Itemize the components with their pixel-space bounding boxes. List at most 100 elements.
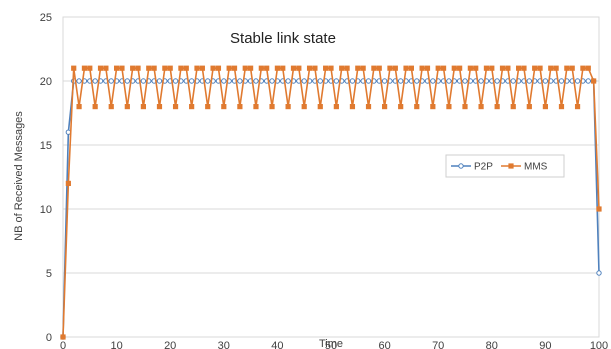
data-point (140, 104, 146, 110)
y-tick-label: 20 (40, 76, 52, 88)
data-point (194, 65, 200, 71)
data-point (76, 78, 82, 84)
data-point (301, 78, 307, 84)
x-tick-label: 0 (60, 340, 66, 349)
data-point (553, 65, 559, 71)
data-point (92, 78, 98, 84)
data-point (87, 65, 93, 71)
data-point (414, 78, 420, 84)
data-point (435, 65, 441, 71)
x-tick-labels: 0 10 20 30 40 50 60 70 80 90 100 (60, 340, 608, 349)
data-point (371, 65, 377, 71)
data-point (382, 104, 388, 110)
data-point (92, 104, 98, 110)
legend-label: MMS (524, 162, 548, 173)
data-point (188, 78, 195, 84)
data-point (231, 65, 238, 71)
data-point (381, 78, 388, 84)
data-point (424, 65, 431, 71)
data-point (591, 78, 597, 84)
data-point (344, 65, 350, 71)
data-point (339, 65, 345, 71)
data-point (499, 65, 506, 71)
series-mms (60, 65, 602, 340)
data-point (558, 104, 565, 110)
data-point (349, 78, 356, 84)
data-point (237, 104, 243, 110)
data-point (108, 78, 114, 84)
data-point (521, 65, 527, 71)
data-point (65, 180, 71, 186)
data-point (258, 65, 264, 71)
data-point (237, 78, 243, 84)
data-point (183, 65, 189, 71)
data-point (306, 65, 313, 71)
data-point (569, 65, 575, 71)
data-point (365, 78, 372, 84)
data-point (221, 104, 227, 110)
data-point (172, 78, 179, 84)
data-point (355, 65, 361, 71)
data-point (301, 104, 307, 110)
data-point (274, 65, 280, 71)
data-point (172, 104, 179, 110)
y-tick-label: 25 (40, 12, 52, 24)
data-point (333, 78, 340, 84)
data-point (478, 78, 484, 84)
data-point (510, 78, 516, 84)
y-tick-label: 5 (46, 268, 52, 280)
data-point (451, 65, 457, 71)
data-point (494, 104, 500, 110)
series-layer (60, 65, 602, 340)
data-point (199, 65, 205, 71)
data-point (360, 65, 366, 71)
data-point (119, 65, 125, 71)
data-point (585, 78, 591, 84)
x-tick-label: 70 (432, 340, 444, 349)
data-point (124, 78, 131, 84)
x-tick-label: 30 (218, 340, 230, 349)
x-tick-label: 40 (271, 340, 283, 349)
data-point (167, 65, 173, 71)
x-tick-label: 80 (486, 340, 498, 349)
data-point (323, 65, 329, 71)
data-point (574, 104, 581, 110)
data-point (328, 65, 334, 71)
data-point (178, 65, 184, 71)
data-point (467, 65, 473, 71)
data-point (248, 65, 254, 71)
data-point (151, 65, 157, 71)
data-point (156, 78, 163, 84)
y-tick-label: 10 (40, 204, 52, 216)
x-tick-label: 90 (539, 340, 551, 349)
data-point (205, 78, 211, 84)
legend: P2P MMS (445, 154, 565, 178)
x-axis-title: Time (319, 338, 343, 349)
data-point (542, 104, 548, 110)
data-point (349, 104, 356, 110)
data-point (162, 65, 168, 71)
data-point (430, 104, 436, 110)
data-point (548, 65, 554, 71)
x-tick-label: 100 (590, 340, 608, 349)
data-point (130, 65, 136, 71)
data-point (189, 104, 195, 110)
y-tick-label: 15 (40, 140, 52, 152)
data-point (473, 65, 479, 71)
data-point (558, 78, 565, 84)
data-point (71, 65, 77, 71)
data-point (376, 65, 382, 71)
data-point (457, 65, 463, 71)
data-point (221, 78, 227, 84)
data-point (408, 65, 414, 71)
data-point (253, 104, 259, 110)
data-point (210, 65, 216, 71)
data-point (478, 104, 484, 110)
data-point (108, 104, 114, 110)
data-point (392, 65, 398, 71)
data-point (296, 65, 302, 71)
data-point (280, 65, 286, 71)
y-tick-label: 0 (46, 332, 52, 344)
data-point (526, 104, 532, 110)
data-point (333, 104, 339, 110)
